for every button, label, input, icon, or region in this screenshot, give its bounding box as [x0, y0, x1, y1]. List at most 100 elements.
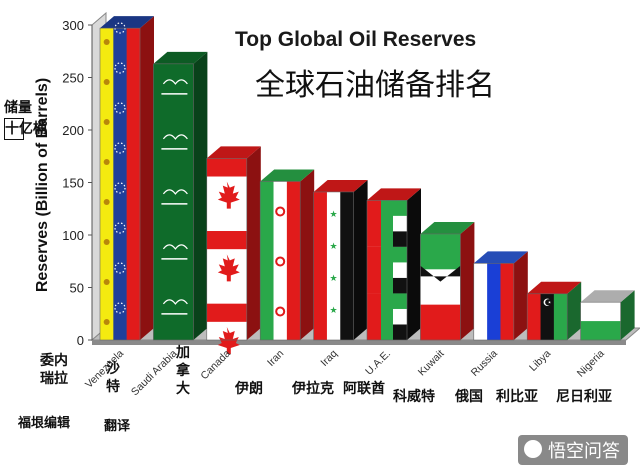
- bar-iran: [259, 169, 315, 341]
- flag-emblem: [275, 206, 286, 217]
- translator-credit: 翻译: [104, 419, 131, 434]
- flag-emblem: [103, 319, 110, 325]
- flag-stars: [114, 262, 126, 274]
- bar-nigeria: [580, 290, 635, 341]
- x-tick-label-zh: 俄国: [455, 389, 483, 405]
- bar-outline: [580, 301, 621, 341]
- bar-u-a-e-: [366, 188, 421, 341]
- bar-front: [206, 158, 247, 354]
- y-tick-label: 100: [62, 228, 84, 243]
- flag-stripe: [381, 200, 393, 340]
- bar-front: [100, 22, 141, 341]
- flag-stripe: [367, 246, 381, 294]
- chart-title: Top Global Oil Reserves: [235, 28, 477, 51]
- x-tick-label: Libya: [527, 348, 553, 374]
- x-tick-label: Saudi Arabia: [129, 348, 180, 399]
- bar-libya: ☪: [526, 281, 582, 341]
- flag-star-icon: ★: [330, 306, 338, 316]
- flag-stripe: [273, 181, 288, 340]
- bar-side: [513, 251, 528, 340]
- bar-outline: [420, 233, 461, 341]
- x-tick-label-zh: 科威特: [393, 389, 435, 405]
- flag-emblem: [103, 159, 110, 165]
- flag-stripe: [500, 263, 515, 340]
- bar-iraq: ★ ★ ★ ★: [313, 179, 368, 341]
- flag-stripe: [580, 302, 621, 322]
- flag-stripe: [580, 321, 621, 341]
- flag-trapezoid: [420, 265, 461, 282]
- crescent-star-icon: ☪: [543, 298, 552, 309]
- bar-outline: [366, 200, 408, 341]
- bar-outline: [99, 27, 141, 341]
- bar-top: [260, 169, 315, 182]
- flag-stripe: [473, 263, 488, 340]
- bar-top: [206, 146, 261, 159]
- bar-front: [260, 181, 301, 340]
- editor-credit: 福垠编辑: [18, 416, 71, 431]
- x-tick-label: Iran: [265, 348, 286, 369]
- y-axis-label-zh: 储量 十亿桶: [4, 98, 47, 140]
- bar-side: [300, 169, 315, 340]
- maple-leaf-icon: [217, 327, 240, 354]
- bar-top: [473, 251, 528, 264]
- y-tick-label: 200: [62, 123, 84, 138]
- flag-script: [162, 134, 188, 140]
- flag-stars: [114, 222, 126, 234]
- bar-canada: [206, 146, 261, 354]
- flag-stars: [114, 142, 126, 154]
- bar-top: [153, 51, 208, 64]
- bar-kuwait: [420, 221, 475, 341]
- bar-outline: [313, 191, 354, 341]
- bar-front: [367, 200, 407, 340]
- x-tick-label-zh: 伊朗: [235, 381, 263, 397]
- y-axis-unit-zh: 十亿桶: [4, 118, 47, 140]
- y-tick-label: 50: [70, 281, 84, 296]
- bar-top: [100, 16, 154, 29]
- x-tick-label-zh: 阿联酋: [343, 381, 385, 397]
- bar-saudi-arabia: [153, 51, 208, 341]
- flag-stripe: [367, 293, 381, 340]
- x-tick-label: U.A.E.: [363, 348, 393, 378]
- watermark-logo-icon: [524, 440, 542, 458]
- bar-front: [420, 233, 461, 341]
- flag-stripe: [420, 304, 461, 341]
- bar-side: [460, 221, 475, 340]
- bar-top: [367, 188, 421, 201]
- flag-star-icon: ★: [330, 210, 338, 220]
- y-tick-label: 0: [77, 333, 84, 348]
- bar-outline: [153, 63, 194, 341]
- flag-stripe: [553, 293, 568, 340]
- flag-stripe: [260, 181, 274, 340]
- x-tick-label-zh: 伊拉克: [292, 381, 334, 397]
- bar-venezuela: [99, 16, 154, 341]
- flag-script: [162, 189, 188, 195]
- flag-stripe: [540, 293, 555, 340]
- flag-script: [162, 299, 188, 305]
- bar-side: [567, 281, 582, 340]
- flag-emblem: [103, 119, 110, 125]
- x-tick-label-zh: 尼日利亚: [556, 389, 612, 405]
- x-tick-label: Canada: [198, 348, 233, 383]
- flag-stripe: [420, 233, 461, 270]
- flag-emblem: [103, 279, 110, 285]
- flag-emblem: [103, 39, 110, 45]
- flag-stars: [114, 62, 126, 74]
- y-tick-label: 300: [62, 18, 84, 33]
- flag-stripe: [487, 263, 501, 340]
- x-tick-label-zh: 沙特: [106, 361, 120, 395]
- flag-emblem: [103, 79, 110, 85]
- bar-side: [193, 51, 208, 340]
- flag-stars: [114, 102, 126, 114]
- bar-outline: [473, 263, 515, 341]
- flag-stripe: [206, 231, 247, 250]
- flag-star-icon: ★: [330, 274, 338, 284]
- x-tick-label: Russia: [469, 348, 500, 379]
- flag-stripe: [326, 191, 341, 340]
- flag-stripe: [206, 158, 247, 177]
- bar-side: [246, 146, 261, 340]
- flag-stripe: [100, 28, 114, 341]
- bar-top: [527, 281, 582, 294]
- maple-leaf-icon: [217, 181, 240, 209]
- flag-emblem: [275, 256, 286, 267]
